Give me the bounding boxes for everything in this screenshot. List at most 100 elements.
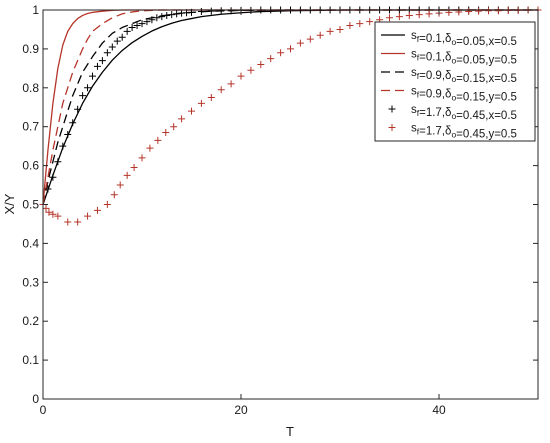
data-point [170,123,178,131]
data-point [237,72,245,80]
data-point [197,99,205,107]
data-point [207,7,215,15]
data-point [130,164,138,172]
data-point [138,20,146,28]
data-point [277,49,285,57]
y-tick-label: 0.1 [22,353,39,367]
y-tick-label: 0.7 [22,120,39,134]
legend-label: sf=0.1,δo=0.05,x=0.5 [411,30,517,48]
data-point [103,201,111,208]
data-point [168,11,176,19]
data-point [108,43,116,51]
data-point [93,62,101,70]
data-point [154,136,162,144]
data-point [64,130,72,138]
y-tick-label: 0.2 [22,314,39,328]
legend-entry: sf=0.1,δo=0.05,x=0.5 [381,30,517,48]
data-point [84,84,92,92]
legend-entry: sf=0.1,δo=0.05,y=0.5 [381,49,517,67]
data-point [475,7,483,15]
data-point [306,35,314,43]
data-point [116,181,124,189]
data-point [49,173,57,181]
data-point [227,7,235,15]
data-point [465,8,473,16]
tick-layer: 0 0.1 0.2 0.3 0.4 0.5 0.6 0.7 0.8 0.9 1 0 20 40 [22,3,538,417]
data-point [173,10,181,18]
data-point [59,142,67,150]
data-point [123,27,131,35]
data-point [64,218,72,226]
data-point [326,27,334,35]
data-point [366,18,374,26]
data-point [118,33,126,41]
legend-entry: sf=0.9,δo=0.15,x=0.5 [381,67,517,85]
x-axis-title: T [286,424,294,439]
data-point [178,115,186,123]
data-point [386,14,393,22]
data-point [227,80,235,88]
data-point [158,13,166,21]
data-point [133,22,141,30]
legend-label: sf=0.1,δo=0.05,y=0.5 [411,49,517,67]
data-point [113,37,121,45]
data-point [163,11,171,19]
legend-label: sf=0.9,δo=0.15,x=0.5 [411,67,517,85]
x-tick-label: 0 [40,403,47,417]
legend-marker [388,124,396,131]
legend-entry: sf=1.7,δo=0.45,y=0.5 [388,123,517,141]
y-tick-label: 0.4 [22,236,39,250]
data-point [346,22,354,30]
legend-box [374,21,536,142]
data-point [267,55,275,63]
legend-label: sf=0.9,δo=0.15,y=0.5 [411,86,517,104]
data-point [153,14,161,22]
data-point [247,66,255,74]
y-tick-label: 0.8 [22,81,39,95]
data-point [42,204,50,212]
y-tick-label: 1 [32,3,39,17]
y-tick-label: 0.9 [22,42,39,56]
data-point [217,7,225,15]
legend: sf=0.1,δo=0.05,x=0.5sf=0.1,δo=0.05,y=0.5… [374,21,536,142]
series-6 [39,6,542,226]
data-point [146,144,154,152]
data-point [494,7,502,15]
data-point [425,10,433,18]
data-point [69,119,77,127]
legend-label: sf=1.7,δo=0.45,y=0.5 [411,123,517,141]
data-point [207,94,215,102]
data-point [395,13,403,21]
x-tick-label: 20 [234,403,248,417]
data-point [79,92,87,100]
data-point [44,185,52,193]
y-axis-title: X/Y [2,193,17,214]
data-point [93,206,101,214]
data-point [296,39,304,47]
y-tick-label: 0 [32,392,39,406]
data-point [162,129,170,137]
data-point [45,208,53,216]
data-point [89,72,96,80]
x-tick-label: 40 [432,403,446,417]
data-point [257,60,265,68]
data-point [316,31,324,39]
data-point [123,171,131,179]
legend-entry: sf=0.9,δo=0.15,y=0.5 [381,86,517,104]
data-point [128,24,136,32]
data-point [287,45,294,53]
legend-marker [388,105,396,113]
data-point [197,8,205,16]
data-point [74,105,82,113]
data-point [148,16,156,24]
data-point [143,18,151,26]
data-point [98,57,106,65]
data-point [415,11,423,19]
data-point [217,86,225,94]
data-point [54,212,62,220]
data-point [84,212,92,220]
data-point [54,158,62,166]
data-point [188,107,195,115]
legend-entry: sf=1.7,δo=0.45,x=0.5 [388,104,517,122]
